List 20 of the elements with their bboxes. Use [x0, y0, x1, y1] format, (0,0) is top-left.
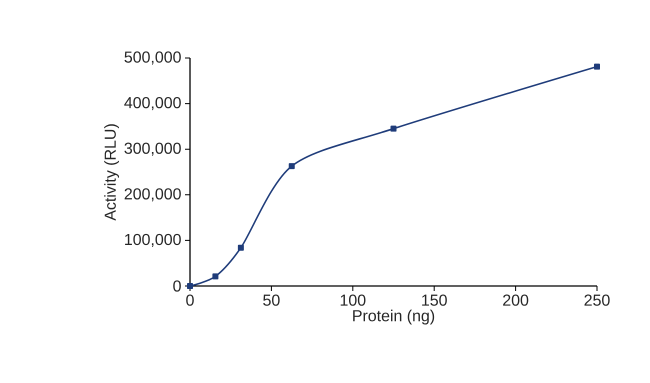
point	[390, 126, 397, 132]
y-tick-label: 300,000	[124, 142, 181, 156]
y-tick-label: 100,000	[125, 234, 181, 247]
y-tick-label: 500,000	[124, 51, 181, 65]
x-tick-label: 200	[503, 294, 528, 306]
point	[212, 273, 218, 280]
point	[288, 163, 295, 170]
y-tick-label: 200,000	[124, 188, 181, 202]
x-tick-label: 50	[263, 294, 280, 306]
x-axis-title: Protein (ng)	[353, 310, 434, 325]
y-tick-label: 0	[173, 280, 181, 292]
y-axis-title: Activity (RLU)	[104, 124, 120, 221]
x-tick-label: 150	[422, 294, 447, 306]
x-tick-label: 250	[584, 294, 610, 306]
x-tick-label: 100	[340, 294, 366, 306]
x-tick-label: 0	[186, 294, 194, 306]
point	[594, 64, 600, 70]
y-tick-label: 400,000	[124, 97, 181, 110]
point	[238, 244, 244, 251]
point	[187, 283, 194, 289]
